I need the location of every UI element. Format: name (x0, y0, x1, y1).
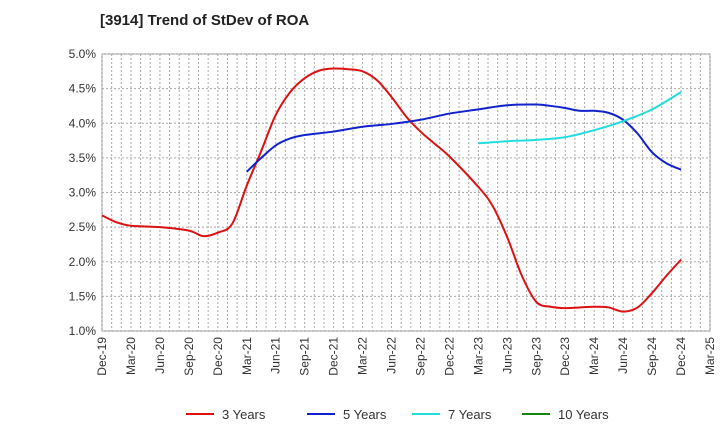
x-tick-label: Sep-20 (182, 337, 196, 376)
x-tick-label: Dec-22 (442, 337, 456, 376)
series-lines (101, 67, 682, 313)
x-tick-label: Sep-21 (298, 337, 312, 376)
legend-label-5-years: 5 Years (343, 407, 387, 422)
y-axis-ticks: 1.0% 1.5% 2.0% 2.5% 3.0% 3.5% 4.0% 4.5% 5.0% (69, 47, 97, 338)
x-tick-label: Dec-20 (211, 337, 225, 376)
x-tick-label: Dec-23 (558, 337, 572, 376)
x-tick-label: Dec-24 (674, 337, 688, 376)
x-tick-label: Sep-23 (529, 337, 543, 376)
series-line-7-years (478, 91, 682, 145)
y-tick-label: 4.0% (69, 116, 97, 130)
x-tick-label: Jun-22 (385, 337, 399, 374)
legend: 3 Years 5 Years 7 Years 10 Years (186, 407, 609, 422)
chart-title: [3914] Trend of StDev of ROA (100, 12, 310, 29)
grid-lines (101, 53, 711, 332)
y-tick-label: 3.5% (69, 151, 97, 165)
x-tick-label: Sep-24 (645, 337, 659, 376)
x-tick-label: Mar-23 (471, 337, 485, 375)
y-tick-label: 1.0% (69, 324, 97, 338)
x-tick-label: Jun-23 (500, 337, 514, 374)
legend-label-10-years: 10 Years (558, 407, 609, 422)
x-axis-ticks: Dec-19 Mar-20 Jun-20 Sep-20 Dec-20 Mar-21 Jun-… (95, 337, 717, 376)
x-tick-label: Dec-19 (95, 337, 109, 376)
legend-label-7-years: 7 Years (448, 407, 492, 422)
y-tick-label: 5.0% (69, 47, 97, 61)
x-tick-label: Mar-24 (587, 337, 601, 375)
x-tick-label: Mar-25 (703, 337, 717, 375)
y-tick-label: 2.5% (69, 220, 97, 234)
x-tick-label: Sep-22 (413, 337, 427, 376)
x-tick-label: Jun-24 (616, 337, 630, 374)
y-tick-label: 4.5% (69, 82, 97, 96)
y-tick-label: 3.0% (69, 186, 97, 200)
x-tick-label: Jun-21 (269, 337, 283, 374)
series-line-3-years (101, 67, 682, 313)
x-tick-label: Mar-20 (124, 337, 138, 375)
y-tick-label: 2.0% (69, 255, 97, 269)
x-tick-label: Mar-21 (240, 337, 254, 375)
x-tick-label: Mar-22 (356, 337, 370, 375)
legend-label-3-years: 3 Years (222, 407, 266, 422)
x-tick-label: Dec-21 (327, 337, 341, 376)
y-tick-label: 1.5% (69, 289, 97, 303)
x-tick-label: Jun-20 (153, 337, 167, 374)
series-line-5-years (246, 103, 682, 173)
